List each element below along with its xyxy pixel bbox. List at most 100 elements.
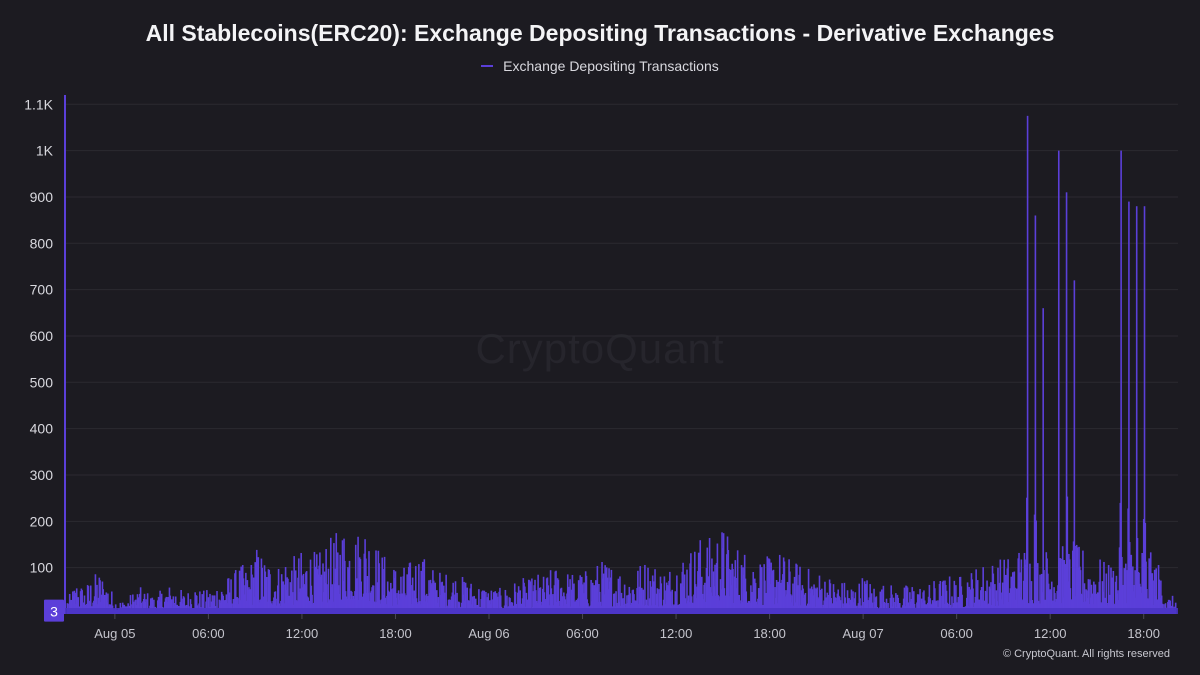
series-bar bbox=[320, 574, 323, 614]
series-bar bbox=[548, 594, 550, 614]
series-bar bbox=[934, 588, 936, 614]
series-bar bbox=[485, 592, 487, 614]
series-bar bbox=[945, 590, 948, 614]
series-bar bbox=[875, 596, 878, 614]
series-bar bbox=[590, 579, 592, 614]
series-bar bbox=[529, 581, 532, 614]
series-bar bbox=[669, 591, 672, 614]
series-bar bbox=[456, 592, 458, 614]
series-bar bbox=[1105, 573, 1108, 614]
series-bar bbox=[326, 584, 328, 614]
series-bar bbox=[711, 558, 713, 614]
series-bar bbox=[617, 578, 620, 614]
series-bar bbox=[420, 570, 423, 614]
y-tick-label: 300 bbox=[30, 467, 54, 483]
series-bar bbox=[506, 595, 508, 614]
series-bar bbox=[1057, 150, 1060, 615]
series-bar bbox=[213, 595, 216, 614]
series-bar bbox=[804, 592, 807, 614]
x-tick-label: 18:00 bbox=[1127, 626, 1160, 641]
series-bar bbox=[209, 593, 211, 614]
series-bar bbox=[982, 567, 984, 614]
series-bar bbox=[579, 575, 582, 614]
series-bar bbox=[593, 585, 596, 614]
x-tick-label: Aug 05 bbox=[94, 626, 135, 641]
series-bar bbox=[201, 594, 203, 614]
series-bar bbox=[238, 570, 241, 614]
copyright-notice: © CryptoQuant. All rights reserved bbox=[1002, 648, 1170, 660]
series-bar bbox=[708, 538, 711, 614]
series-bar bbox=[647, 567, 649, 614]
series-bar bbox=[524, 586, 526, 614]
series-bar bbox=[1112, 570, 1115, 614]
series-bar bbox=[87, 586, 90, 614]
series-bar bbox=[102, 589, 105, 614]
series-bar bbox=[1103, 561, 1105, 614]
series-bar bbox=[1003, 559, 1006, 614]
series-bar bbox=[844, 597, 847, 614]
series-bar bbox=[1153, 569, 1156, 614]
series-bar bbox=[891, 594, 893, 614]
series-bar bbox=[775, 580, 778, 614]
series-bar bbox=[137, 597, 140, 614]
x-tick-label: 06:00 bbox=[192, 626, 225, 641]
x-tick-label: Aug 07 bbox=[843, 626, 884, 641]
series-bar bbox=[637, 570, 639, 614]
series-bar bbox=[882, 585, 885, 614]
series-bar bbox=[439, 572, 441, 614]
series-bar bbox=[464, 582, 467, 614]
series-bar bbox=[160, 593, 163, 614]
series-bar bbox=[132, 601, 135, 614]
legend-label: Exchange Depositing Transactions bbox=[503, 58, 719, 74]
series-bar bbox=[1107, 565, 1110, 614]
legend[interactable]: Exchange Depositing Transactions bbox=[0, 58, 1200, 74]
series-bar bbox=[245, 572, 247, 614]
series-bar bbox=[1099, 559, 1101, 614]
x-tick-label: 12:00 bbox=[660, 626, 693, 641]
series-bar bbox=[1125, 563, 1127, 614]
series-bar bbox=[1087, 579, 1090, 614]
series-bar bbox=[814, 587, 816, 614]
series-bar bbox=[557, 579, 560, 614]
series-bar bbox=[110, 591, 113, 614]
series-bar bbox=[492, 592, 495, 614]
series-bar bbox=[251, 574, 253, 614]
series-bar bbox=[151, 597, 154, 614]
watermark: CryptoQuant bbox=[475, 325, 725, 372]
series-bar bbox=[577, 580, 580, 614]
series-bar bbox=[89, 585, 92, 614]
series-bar bbox=[1066, 496, 1069, 614]
series-bar bbox=[867, 600, 869, 614]
chart-title: All Stablecoins(ERC20): Exchange Deposit… bbox=[145, 20, 1055, 46]
series-bar bbox=[1151, 573, 1154, 614]
series-bar bbox=[139, 587, 142, 614]
series-bar bbox=[1128, 201, 1130, 614]
series-bar bbox=[305, 571, 308, 614]
series-bar bbox=[966, 582, 969, 614]
series-bar bbox=[649, 581, 652, 614]
series-bar bbox=[421, 561, 424, 614]
series-bar bbox=[759, 564, 762, 614]
series-bar bbox=[1149, 552, 1152, 614]
series-bar bbox=[757, 588, 760, 614]
series-bar bbox=[360, 581, 362, 614]
series-bar bbox=[378, 563, 380, 614]
series-bar bbox=[325, 549, 327, 614]
last-value-badge: 3 bbox=[44, 599, 64, 622]
series-bar bbox=[333, 543, 335, 614]
series-bar bbox=[1019, 572, 1021, 614]
series-bar bbox=[792, 583, 794, 614]
series-bar bbox=[561, 596, 564, 614]
series-bar bbox=[403, 567, 405, 614]
series-bar bbox=[1030, 581, 1033, 614]
series-bar bbox=[531, 578, 533, 614]
series-bar bbox=[149, 598, 152, 614]
series-bar bbox=[826, 592, 829, 614]
series-bar bbox=[432, 580, 435, 614]
series-bar bbox=[1121, 584, 1124, 614]
grid-lines bbox=[65, 103, 1178, 569]
series-bar bbox=[573, 583, 575, 614]
series-bar bbox=[261, 567, 264, 614]
last-value-box bbox=[44, 599, 64, 622]
